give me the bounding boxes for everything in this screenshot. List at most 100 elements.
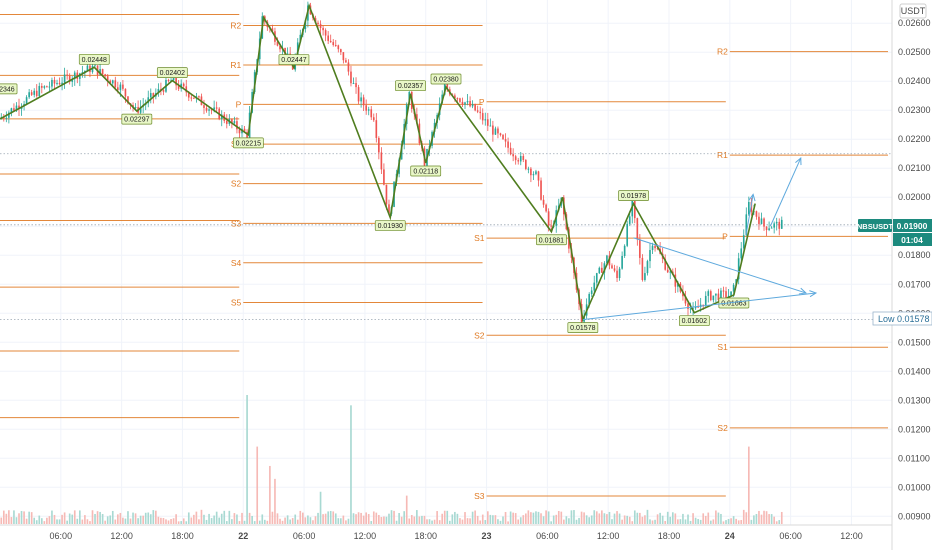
volume-bar bbox=[517, 519, 520, 524]
volume-bar bbox=[400, 516, 403, 524]
volume-bar bbox=[365, 512, 367, 524]
volume-bar bbox=[639, 512, 641, 524]
candle-body bbox=[677, 283, 679, 287]
zigzag-label: 0.02118 bbox=[413, 169, 438, 176]
volume-bar bbox=[656, 514, 659, 524]
pivot-label: S2 bbox=[717, 423, 728, 433]
candle-body bbox=[707, 291, 710, 296]
candle-body bbox=[517, 160, 520, 162]
candle-body bbox=[334, 44, 337, 46]
volume-bar bbox=[555, 514, 558, 524]
candle-body bbox=[489, 125, 492, 127]
volume-bar bbox=[5, 513, 8, 524]
volume-bar bbox=[383, 516, 385, 524]
volume-bar bbox=[659, 512, 661, 524]
volume-bar bbox=[633, 510, 636, 524]
candle-body bbox=[692, 308, 694, 310]
candle-body bbox=[134, 106, 137, 108]
candle-body bbox=[507, 141, 509, 148]
candle-body bbox=[519, 156, 522, 162]
pivot-label: S2 bbox=[474, 330, 485, 340]
volume-bar bbox=[119, 512, 122, 524]
zigzag-label-box bbox=[232, 137, 264, 149]
volume-bar bbox=[279, 518, 281, 524]
volume-bar bbox=[608, 511, 611, 524]
currency-box[interactable] bbox=[899, 3, 927, 19]
volume-bar bbox=[740, 519, 743, 524]
candle-body bbox=[177, 85, 180, 89]
volume-bar bbox=[284, 517, 286, 524]
candle-body bbox=[86, 65, 89, 72]
candle-body bbox=[231, 119, 233, 124]
volume-bar bbox=[73, 510, 76, 524]
volume-bar bbox=[456, 513, 459, 524]
volume-bar bbox=[702, 513, 705, 524]
volume-bar bbox=[269, 465, 271, 524]
candle-body bbox=[755, 211, 758, 217]
volume-bar bbox=[299, 510, 302, 524]
candle-body bbox=[611, 265, 613, 269]
volume-bar bbox=[329, 510, 332, 524]
volume-bar bbox=[580, 511, 583, 524]
candle-body bbox=[471, 104, 474, 107]
candle-body bbox=[535, 171, 537, 175]
time-axis[interactable]: 06:00 12:00 18:00 22 06:00 12:00 18:00 23 06:00 1… bbox=[50, 531, 863, 541]
candle-body bbox=[79, 73, 81, 79]
candle-body bbox=[636, 218, 639, 240]
candle-body bbox=[10, 108, 13, 113]
volume-bar bbox=[583, 512, 585, 524]
candle-body bbox=[481, 113, 484, 121]
pivot-label: S5 bbox=[231, 298, 242, 308]
volume-bar bbox=[175, 514, 177, 524]
candle-body bbox=[243, 128, 246, 132]
zigzag-label: 0.01602 bbox=[682, 318, 707, 325]
candle-body bbox=[236, 121, 238, 130]
volume-bar bbox=[780, 511, 783, 524]
volume-bar bbox=[266, 520, 269, 524]
volume-bar bbox=[253, 521, 256, 524]
candle-body bbox=[760, 218, 763, 224]
x-tick-label: 18:00 bbox=[658, 531, 681, 541]
volume-bar bbox=[238, 521, 241, 524]
volume-bar bbox=[616, 511, 618, 524]
pivot-label: R1 bbox=[717, 150, 728, 160]
zigzag-label: 0.01930 bbox=[378, 223, 403, 230]
volume-bar bbox=[15, 517, 18, 524]
volume-bar bbox=[375, 512, 378, 524]
volume-bar bbox=[84, 515, 86, 524]
candle-body bbox=[697, 306, 699, 308]
volume-bar bbox=[243, 520, 246, 524]
candle-body bbox=[347, 62, 350, 72]
volume-bar bbox=[246, 395, 248, 524]
x-tick-label: 06:00 bbox=[50, 531, 73, 541]
zigzag-label: 0.02448 bbox=[82, 57, 107, 64]
candle-body bbox=[35, 90, 38, 96]
candle-body bbox=[33, 90, 36, 95]
volume-bar bbox=[360, 512, 362, 524]
candle-body bbox=[446, 84, 449, 90]
volume-bar bbox=[205, 519, 208, 524]
candle-body bbox=[720, 290, 722, 301]
volume-bar bbox=[187, 512, 190, 524]
volume-bar bbox=[185, 521, 188, 524]
volume-bar bbox=[167, 520, 170, 524]
candle-body bbox=[68, 75, 71, 82]
volume-bar bbox=[692, 513, 694, 524]
volume-bar bbox=[327, 511, 329, 524]
candle-body bbox=[684, 296, 687, 304]
pivot-label: R1 bbox=[230, 60, 241, 70]
zigzag-label-box bbox=[567, 322, 599, 333]
candle-body bbox=[745, 214, 748, 236]
pivot-label: P bbox=[479, 97, 485, 107]
y-tick-label: 0.02600 bbox=[898, 18, 931, 28]
volume-bar bbox=[540, 513, 542, 524]
volume-bar bbox=[233, 513, 236, 524]
volume-bar bbox=[367, 514, 370, 524]
candle-body bbox=[514, 156, 517, 161]
volume-bar bbox=[573, 510, 575, 524]
candle-body bbox=[593, 282, 596, 291]
candle-body bbox=[742, 235, 745, 249]
volume-bar bbox=[758, 510, 760, 524]
volume-bar bbox=[322, 514, 324, 524]
